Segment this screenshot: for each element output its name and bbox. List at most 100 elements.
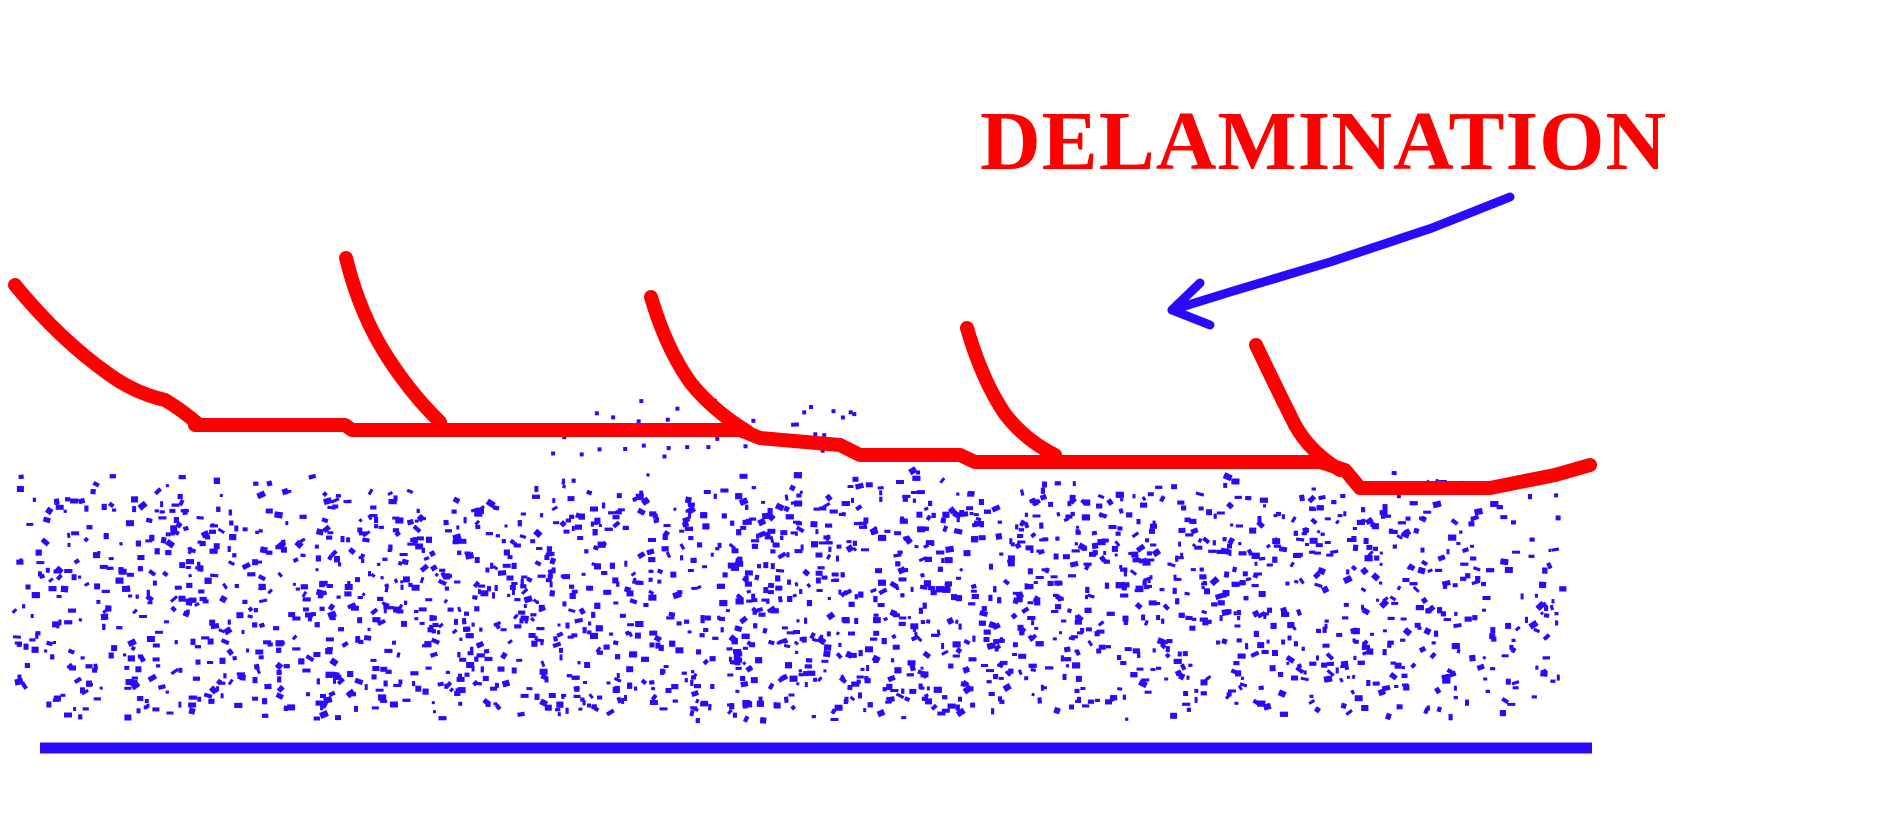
speckle-dot — [821, 659, 829, 663]
speckle-dot — [702, 523, 710, 530]
speckle-dot — [921, 696, 928, 701]
speckle-dot — [843, 699, 848, 704]
speckle-dot — [1324, 623, 1328, 629]
speckle-dot — [778, 638, 787, 645]
speckle-dot — [130, 645, 136, 652]
speckle-dot — [56, 595, 62, 598]
speckle-dot — [1352, 544, 1359, 552]
speckle-dot — [727, 703, 731, 707]
speckle-dot — [1120, 593, 1129, 598]
speckle-dot — [998, 676, 1004, 680]
speckle-dot — [1149, 528, 1155, 534]
speckle-dot — [457, 550, 462, 555]
speckle-dot — [158, 684, 166, 690]
speckle-dot — [363, 634, 372, 641]
speckle-dot — [377, 562, 381, 566]
speckle-dot — [511, 667, 517, 674]
speckle-dot — [695, 698, 700, 704]
speckle-dot — [619, 613, 626, 618]
speckle-dot — [1300, 676, 1309, 682]
speckle-dot — [281, 487, 289, 496]
speckle-dot — [1261, 612, 1269, 616]
speckle-dot — [648, 589, 655, 595]
speckle-dot — [952, 641, 961, 648]
speckle-dot — [1199, 567, 1204, 572]
speckle-dot — [933, 686, 942, 693]
speckle-dot — [208, 685, 219, 695]
speckle-dot — [1173, 574, 1177, 581]
speckle-dot — [520, 578, 524, 585]
speckle-dot — [1069, 494, 1076, 500]
speckle-dot — [1233, 661, 1240, 666]
speckle-dot — [275, 545, 282, 550]
speckle-dot — [1323, 675, 1333, 683]
speckle-dot — [863, 517, 869, 524]
speckle-dot — [622, 525, 629, 530]
speckle-dot — [256, 668, 262, 675]
speckle-dot — [697, 542, 703, 548]
speckle-dot — [320, 694, 326, 698]
speckle-dot — [23, 643, 29, 650]
speckle-dot — [392, 640, 396, 645]
speckle-dot — [904, 536, 913, 545]
speckle-dot — [838, 512, 843, 516]
speckle-dot — [1074, 688, 1080, 693]
speckle-dot — [200, 530, 210, 539]
speckle-dot — [313, 716, 320, 721]
speckle-dot — [511, 582, 518, 585]
speckle-dot — [817, 566, 825, 570]
speckle-dot — [761, 598, 770, 602]
speckle-dot — [42, 516, 51, 524]
speckle-dot — [1257, 516, 1262, 522]
speckle-dot — [1340, 665, 1348, 668]
speckle-dot — [520, 512, 526, 516]
speckle-dot — [1177, 651, 1182, 657]
speckle-dot — [974, 520, 981, 525]
speckle-dot — [1483, 677, 1488, 681]
speckle-dot — [831, 579, 839, 582]
speckle-dot — [160, 536, 167, 544]
speckle-dot — [1419, 516, 1426, 520]
speckle-dot — [916, 490, 925, 495]
speckle-dot — [501, 539, 506, 544]
speckle-dot — [809, 405, 813, 409]
speckle-dot — [207, 661, 214, 664]
speckle-dot — [1285, 581, 1290, 586]
speckle-dot — [547, 574, 553, 579]
speckle-dot — [1077, 696, 1081, 703]
speckle-dot — [229, 534, 237, 541]
speckle-dot — [433, 710, 436, 714]
speckle-dot — [402, 576, 410, 583]
speckle-dot — [898, 577, 907, 582]
speckle-dot — [1310, 517, 1318, 525]
speckle-dot — [1098, 644, 1106, 650]
speckle-dot — [1094, 631, 1100, 637]
speckle-dot — [1410, 662, 1417, 669]
speckle-dot — [474, 557, 480, 563]
speckle-dot — [1053, 553, 1059, 560]
speckle-dot — [1129, 569, 1138, 576]
speckle-dot — [941, 649, 949, 656]
speckle-dot — [1115, 582, 1122, 589]
speckle-dot — [785, 514, 794, 520]
speckle-dot — [1305, 543, 1309, 546]
speckle-dot — [255, 649, 264, 655]
speckle-dot — [201, 636, 210, 640]
speckle-dot — [21, 682, 28, 690]
speckle-dot — [1037, 549, 1045, 555]
speckle-dot — [1257, 700, 1266, 707]
speckle-dot — [925, 540, 934, 546]
speckle-dot — [536, 547, 543, 550]
speckle-dot — [561, 694, 567, 697]
speckle-dot — [479, 627, 483, 632]
speckle-dot — [802, 671, 808, 677]
speckle-dot — [774, 502, 785, 512]
speckle-dot — [962, 684, 973, 695]
speckle-dot — [492, 592, 495, 599]
speckle-dot — [126, 520, 134, 527]
speckle-dot — [1400, 617, 1407, 621]
speckle-dot — [1104, 582, 1109, 589]
speckle-dot — [925, 619, 931, 624]
speckle-dot — [970, 702, 976, 708]
